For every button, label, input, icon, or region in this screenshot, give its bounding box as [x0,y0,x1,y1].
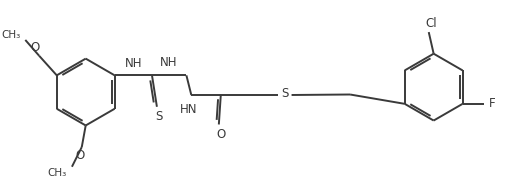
Text: NH: NH [124,57,142,70]
Text: HN: HN [179,103,197,116]
Text: O: O [31,41,40,54]
Text: O: O [75,149,85,162]
Text: CH₃: CH₃ [1,30,21,40]
Text: O: O [216,128,225,141]
Text: F: F [489,97,495,110]
Text: CH₃: CH₃ [48,168,67,178]
Text: S: S [281,87,288,100]
Text: NH: NH [160,57,177,69]
Text: S: S [155,110,162,123]
Text: Cl: Cl [425,17,436,30]
